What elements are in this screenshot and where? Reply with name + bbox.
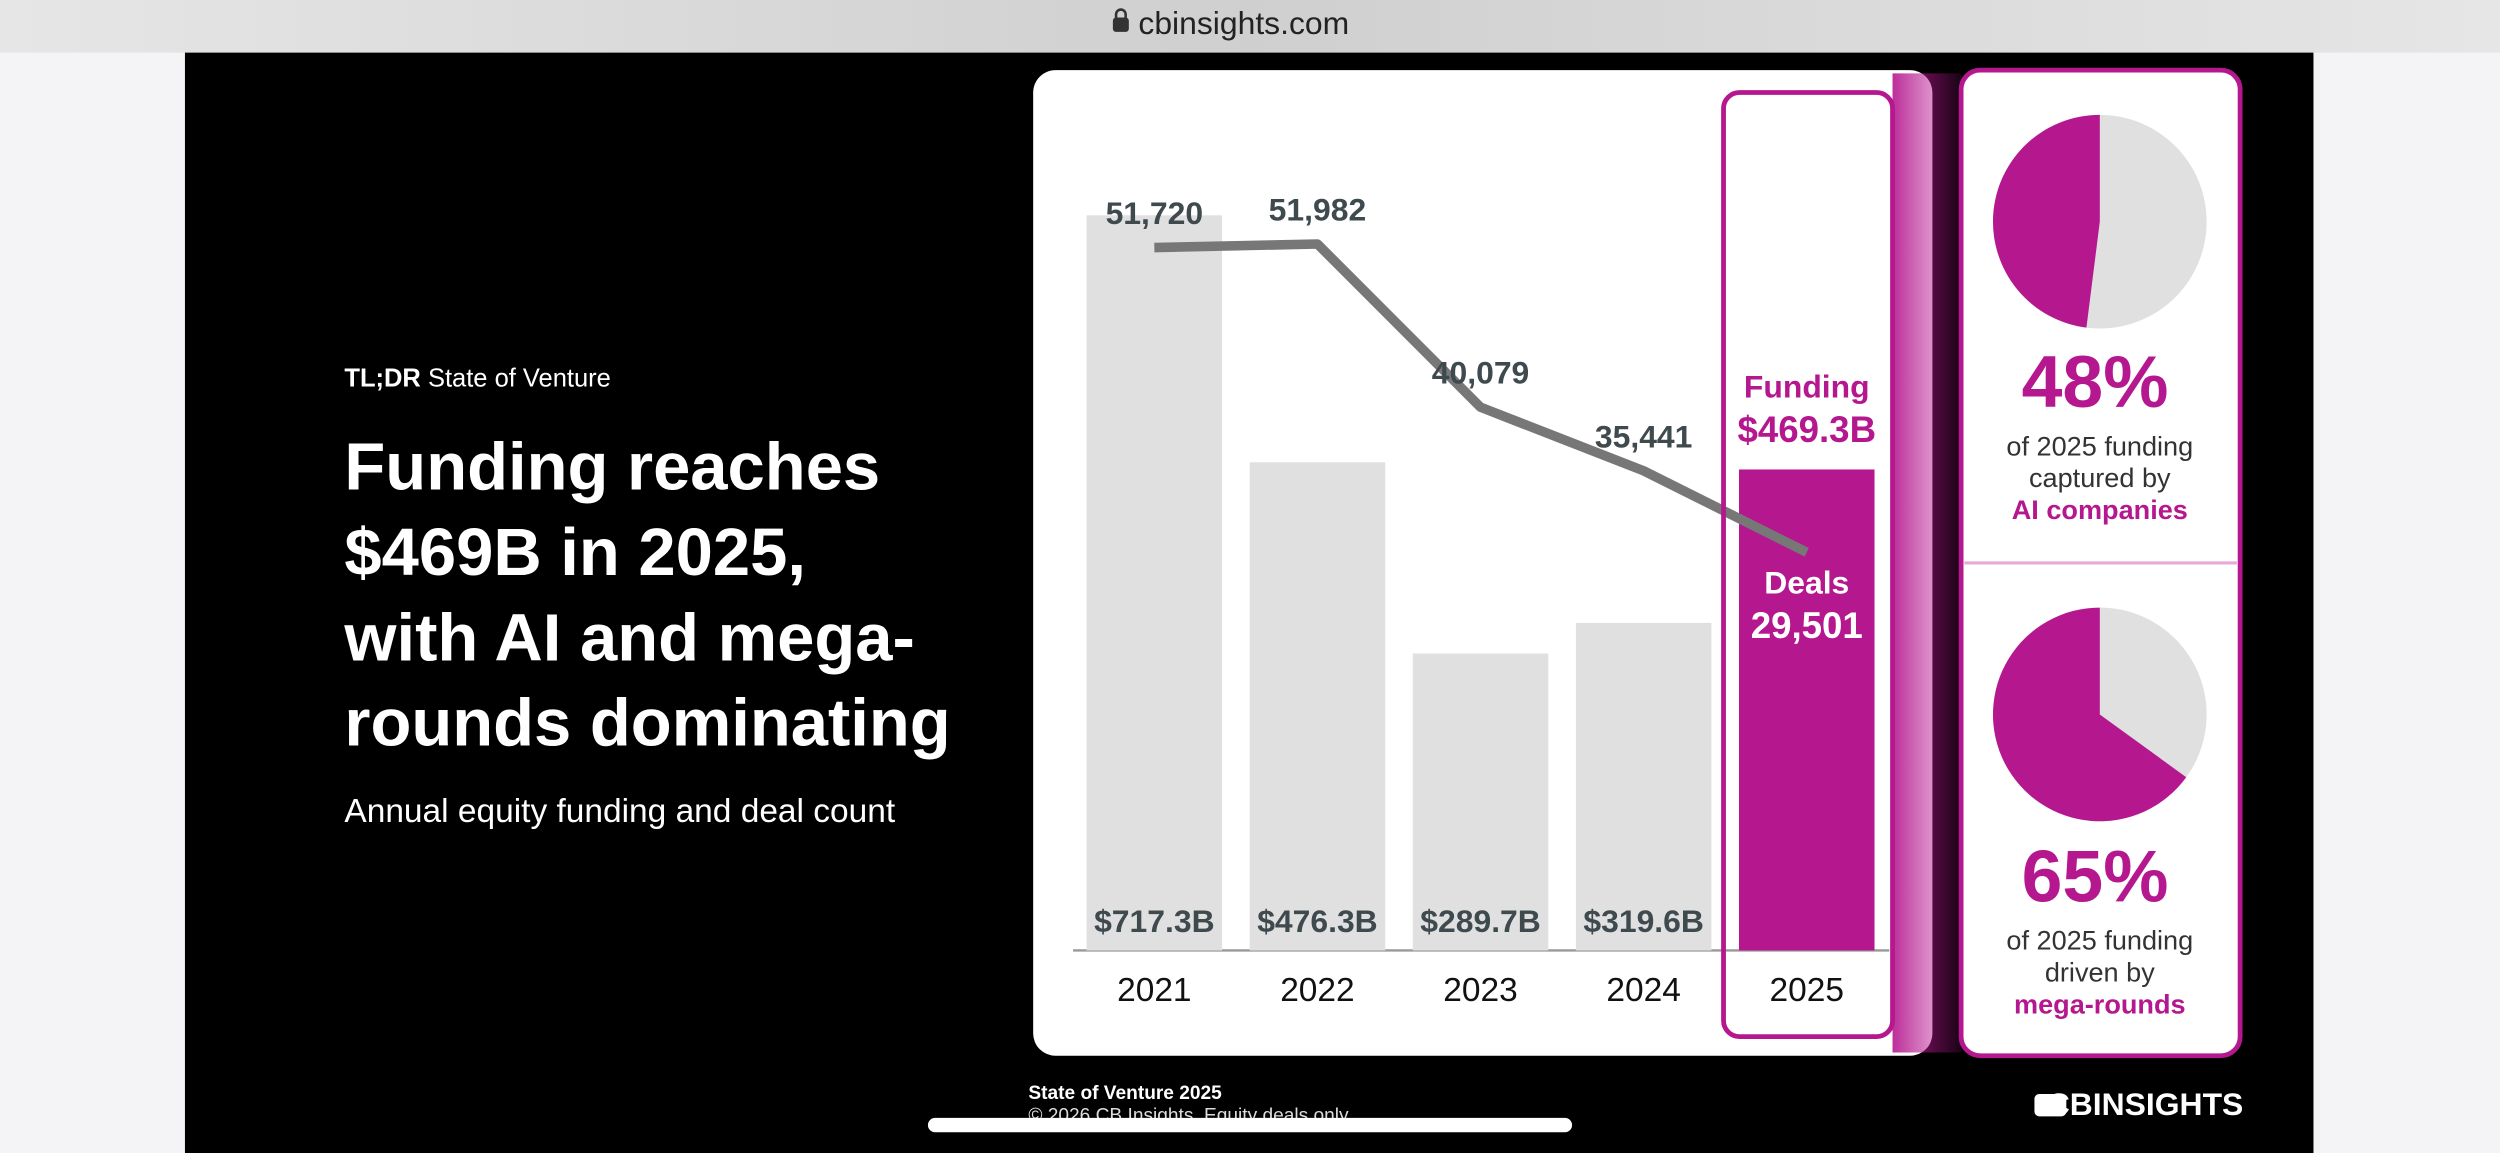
- caption-line: driven by: [2045, 957, 2155, 988]
- deals-line: [1154, 239, 1809, 557]
- connector: [1892, 73, 1962, 1053]
- pie-slice: [1992, 114, 2100, 328]
- lock-icon: [1112, 17, 1129, 32]
- bar: [1575, 622, 1712, 951]
- title-line: rounds dominating: [344, 686, 950, 761]
- title-line: Funding reaches: [344, 430, 880, 505]
- bar: [1738, 469, 1875, 951]
- bar: [1249, 462, 1386, 951]
- footer-title: State of Venture 2025: [1028, 1083, 1222, 1104]
- home-indicator[interactable]: [927, 1117, 1573, 1133]
- url[interactable]: cbinsights.com: [1138, 5, 1349, 41]
- value-label: $717.3B: [1094, 903, 1215, 939]
- value-label: 35,441: [1595, 418, 1692, 454]
- title-line: $469B in 2025,: [344, 515, 806, 590]
- x-tick-label: 2024: [1606, 972, 1680, 1009]
- kicker-bold: TL;DR: [344, 364, 420, 392]
- address-bar[interactable]: [0, 0, 2500, 53]
- value-label: 51,720: [1106, 195, 1203, 231]
- highlight-outline: [1721, 90, 1895, 1039]
- lock-shackle: [1114, 8, 1127, 20]
- x-tick-label: 2021: [1117, 972, 1191, 1009]
- caption-emphasis: AI companies: [2012, 494, 2188, 525]
- kicker: TL;DR State of Venture: [344, 364, 610, 392]
- x-tick-label: 2025: [1770, 972, 1844, 1009]
- value-label: 51,982: [1269, 192, 1366, 228]
- logo: CBINSIGHTS: [2047, 1086, 2244, 1122]
- kicker-text: State of Venture: [428, 364, 611, 392]
- pie-slice: [1992, 607, 2187, 822]
- value-label: $476.3B: [1257, 903, 1378, 939]
- logo-icon: [2034, 1093, 2067, 1117]
- bar: [1412, 653, 1549, 951]
- caption-line: captured by: [2029, 462, 2171, 493]
- value-label: $469.3B: [1737, 409, 1876, 450]
- series-name: Deals: [1764, 565, 1849, 601]
- title-line: with AI and mega-: [343, 600, 914, 675]
- percent-label: 65%: [2022, 835, 2169, 917]
- value-label: $319.6B: [1583, 903, 1704, 939]
- bar: [1086, 215, 1223, 951]
- percent-label: 48%: [2022, 341, 2169, 423]
- x-tick-label: 2022: [1280, 972, 1354, 1009]
- caption-line: of 2025 funding: [2006, 430, 2193, 461]
- subtitle: Annual equity funding and deal count: [344, 793, 895, 830]
- x-tick-label: 2023: [1443, 972, 1517, 1009]
- value-label: 40,079: [1432, 355, 1529, 391]
- value-label: 29,501: [1751, 605, 1863, 646]
- value-label: $289.7B: [1420, 903, 1541, 939]
- caption-emphasis: mega-rounds: [2014, 988, 2186, 1019]
- series-name: Funding: [1744, 369, 1870, 405]
- caption-line: of 2025 funding: [2006, 925, 2193, 956]
